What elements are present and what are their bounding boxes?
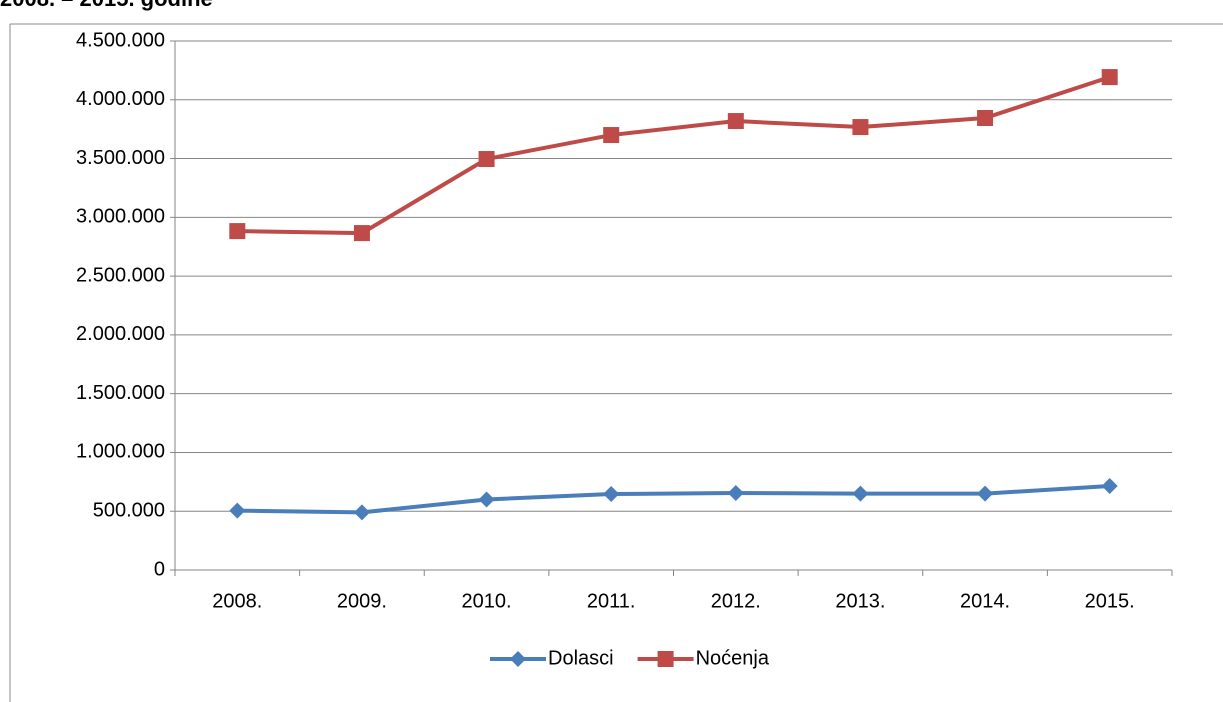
y-tick-label: 3.500.000	[76, 147, 165, 169]
x-tick-label: 2009.	[337, 590, 387, 612]
y-tick-label: 500.000	[93, 500, 165, 522]
y-tick-label: 2.000.000	[76, 323, 165, 345]
y-tick-label: 3.000.000	[76, 206, 165, 228]
legend-label: Dolasci	[548, 647, 614, 669]
y-tick-label: 0	[154, 558, 165, 580]
x-tick-label: 2010.	[462, 590, 512, 612]
y-tick-label: 4.500.000	[76, 29, 165, 51]
legend-label: Noćenja	[696, 647, 770, 669]
x-tick-label: 2013.	[835, 590, 885, 612]
x-tick-label: 2014.	[960, 590, 1010, 612]
marker	[603, 127, 620, 144]
marker	[478, 491, 495, 508]
y-tick-label: 1.500.000	[76, 382, 165, 404]
chart-title: 2008. – 2015. godine	[0, 0, 213, 11]
marker	[603, 486, 620, 503]
marker	[977, 485, 994, 502]
x-tick-label: 2012.	[711, 590, 761, 612]
x-tick-label: 2008.	[212, 590, 262, 612]
marker	[852, 119, 869, 136]
marker	[510, 651, 526, 667]
marker	[229, 502, 246, 519]
marker	[1101, 69, 1118, 86]
series-line	[237, 483, 1110, 515]
marker	[727, 113, 744, 130]
marker	[852, 485, 869, 502]
marker	[478, 151, 495, 168]
x-tick-label: 2015.	[1085, 590, 1135, 612]
y-tick-label: 1.000.000	[76, 441, 165, 463]
y-tick-label: 2.500.000	[76, 264, 165, 286]
marker	[353, 504, 370, 521]
series-line	[237, 75, 1111, 236]
marker	[353, 225, 370, 242]
marker	[229, 223, 246, 240]
marker	[977, 109, 994, 126]
y-tick-label: 4.000.000	[76, 88, 165, 110]
marker	[727, 485, 744, 502]
x-tick-label: 2011.	[587, 590, 636, 612]
marker	[657, 651, 674, 667]
marker	[1101, 477, 1118, 494]
